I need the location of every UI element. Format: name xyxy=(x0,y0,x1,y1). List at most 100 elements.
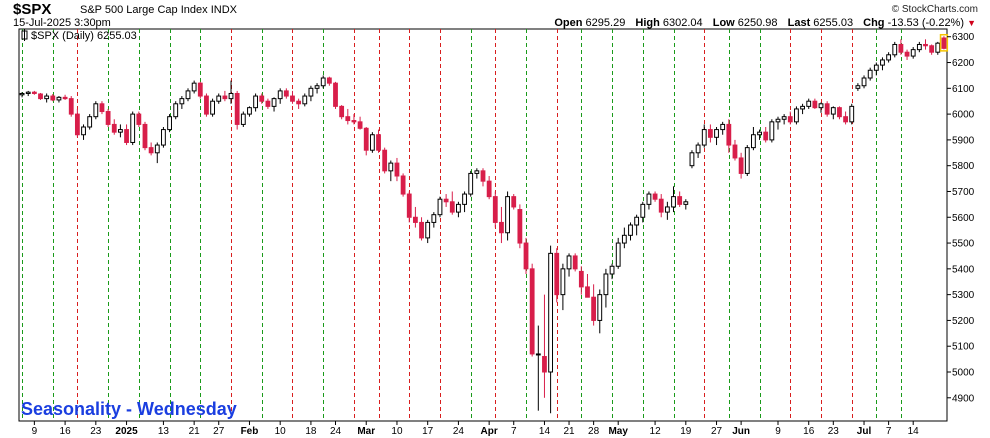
candle-body xyxy=(400,175,406,195)
candle xyxy=(505,191,510,241)
symbol-title: $SPX xyxy=(13,1,52,18)
candle xyxy=(720,121,726,135)
candle-body xyxy=(769,121,775,141)
candle xyxy=(173,101,179,120)
y-tick-label: 5400 xyxy=(952,264,975,275)
candle xyxy=(81,124,86,140)
candle-body xyxy=(382,149,388,172)
candle xyxy=(185,88,191,102)
candle-body xyxy=(326,77,332,84)
candle xyxy=(855,83,861,91)
candle-body xyxy=(916,43,922,51)
candle xyxy=(714,127,719,146)
last-label: Last xyxy=(787,17,811,29)
candle-body xyxy=(38,93,43,100)
candle-body xyxy=(941,37,947,49)
candle-body xyxy=(56,96,62,101)
x-tick-label: 9 xyxy=(32,426,38,437)
x-tick-label: 27 xyxy=(711,426,723,437)
candle xyxy=(652,191,658,202)
candle-body xyxy=(247,107,252,115)
candle xyxy=(462,191,467,213)
chart-header: $SPX S&P 500 Large Cap Index INDX 15-Jul… xyxy=(0,0,990,30)
candle-body xyxy=(302,95,308,105)
chart-datetime: 15-Jul-2025 3:30pm xyxy=(13,17,111,29)
candle-body xyxy=(136,113,142,125)
candle xyxy=(757,129,762,140)
candle-body xyxy=(787,116,793,123)
candle xyxy=(216,93,222,104)
candle xyxy=(265,98,271,109)
y-tick-label: 5600 xyxy=(952,213,975,224)
candle-body xyxy=(173,103,179,118)
candle-body xyxy=(456,203,461,213)
candle-body xyxy=(437,198,443,216)
x-tick-label: 21 xyxy=(563,426,575,437)
candle xyxy=(105,108,111,127)
x-tick-label: Jul xyxy=(857,426,872,437)
plot-frame xyxy=(18,28,948,422)
candle-body xyxy=(283,90,289,97)
candle xyxy=(357,116,363,130)
candle xyxy=(560,263,566,311)
candle-body xyxy=(873,64,879,71)
candle-body xyxy=(167,116,172,131)
candle-body xyxy=(910,49,916,57)
candle-body xyxy=(615,242,621,267)
candle xyxy=(419,217,424,241)
candle xyxy=(277,88,283,104)
candle xyxy=(124,124,129,146)
candle-body xyxy=(714,129,719,138)
candle-body xyxy=(228,92,234,100)
candle-body xyxy=(81,126,86,136)
ohlc-readout: Open 6295.29 High 6302.04 Low 6250.98 La… xyxy=(554,17,976,29)
candle xyxy=(431,212,437,228)
candle-body xyxy=(843,116,849,123)
candle xyxy=(25,90,31,97)
last-value: 6255.03 xyxy=(813,17,854,29)
candle xyxy=(554,248,560,303)
x-tick-label: 24 xyxy=(330,426,342,437)
y-tick-label: 6000 xyxy=(952,110,975,121)
chg-label: Chg xyxy=(863,17,885,29)
candle xyxy=(290,90,295,104)
candle-body xyxy=(449,201,455,213)
candle-body xyxy=(124,129,129,143)
candle-body xyxy=(486,180,492,198)
candle-body xyxy=(880,59,885,66)
candle-body xyxy=(738,157,744,174)
candle-body xyxy=(154,144,160,154)
candle-body xyxy=(148,147,154,154)
x-tick-label: 9 xyxy=(775,426,781,437)
candle-body xyxy=(585,286,590,298)
candle-body xyxy=(111,123,117,133)
x-axis: 9 16 23 2025 13 21 27 Feb 10 18 24 Mar 10 17 24 Apr 7 14 2… xyxy=(32,421,919,437)
candle xyxy=(904,49,910,60)
candle xyxy=(376,129,381,153)
candle xyxy=(806,98,812,109)
candle-body xyxy=(161,129,166,146)
candle xyxy=(363,127,369,156)
candle xyxy=(597,289,603,334)
candle-body xyxy=(806,100,812,107)
candle-body xyxy=(812,100,818,109)
low-label: Low xyxy=(712,17,735,29)
candle xyxy=(369,132,375,153)
candle xyxy=(800,103,805,115)
candle xyxy=(111,119,117,135)
candle-body xyxy=(591,296,597,321)
candle-body xyxy=(849,105,855,123)
candle xyxy=(591,284,597,326)
candle-body xyxy=(744,147,750,174)
candle-body xyxy=(234,92,240,125)
candle xyxy=(394,157,400,182)
open-label: Open xyxy=(554,17,583,29)
candle-body xyxy=(671,196,676,208)
candle-body xyxy=(271,98,277,107)
candle xyxy=(873,62,879,76)
candle-body xyxy=(142,123,148,149)
candle xyxy=(93,101,99,120)
candle xyxy=(259,93,265,104)
y-tick-label: 5500 xyxy=(952,239,975,250)
candle xyxy=(302,93,308,107)
